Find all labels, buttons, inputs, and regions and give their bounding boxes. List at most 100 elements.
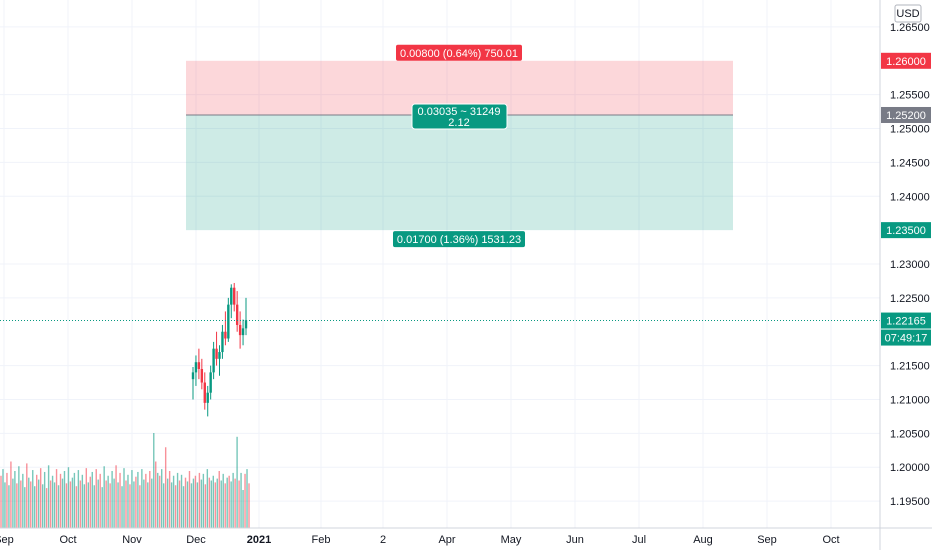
volume-bar	[188, 471, 191, 528]
volume-bar	[93, 485, 95, 528]
countdown-label: 07:49:17	[885, 333, 928, 345]
candle-body	[230, 287, 233, 305]
volume-bar	[41, 484, 44, 528]
volume-bar	[232, 472, 234, 528]
candle-body	[235, 304, 239, 325]
volume-bar	[198, 472, 201, 528]
x-tick-label: May	[501, 534, 522, 546]
volume-bar	[151, 478, 153, 528]
volume-bar	[168, 471, 171, 528]
volume-bar	[248, 483, 250, 528]
x-tick-label: Jun	[566, 534, 584, 546]
candle-body	[215, 348, 218, 359]
candle-body	[233, 287, 236, 305]
short-position-tool: 0.00800 (0.64%) 750.01 0.03035 ~ 312492.1…	[186, 44, 733, 248]
volume-bar	[170, 482, 173, 528]
x-tick-label: Sep	[0, 534, 14, 546]
volume-bar	[26, 463, 28, 528]
price-tags: 1.26000 1.25200 1.23500 1.22165 07:49:17	[881, 52, 931, 346]
volume-bar	[43, 471, 46, 528]
volume-bar	[47, 465, 50, 528]
volume-bar	[143, 479, 145, 528]
x-tick-label: Feb	[312, 534, 331, 546]
volume-bar	[244, 473, 246, 528]
volume-bar	[161, 469, 163, 528]
volume-bar	[115, 465, 117, 528]
stop-label: 0.01700 (1.36%) 1531.23	[397, 234, 521, 246]
volume-bar	[77, 470, 80, 528]
volume-bar	[75, 486, 78, 528]
volume-bar	[166, 478, 169, 528]
y-tick-label: 1.25000	[890, 124, 930, 136]
candle-body	[221, 331, 224, 353]
volume-bar	[149, 471, 151, 528]
ratio-line-1: 0.03035 ~ 31249	[418, 106, 501, 118]
volume-bar	[81, 474, 84, 528]
volume-bar	[234, 478, 236, 528]
volume-bar	[135, 476, 137, 528]
volume-bar	[49, 480, 52, 528]
volume-bar	[8, 485, 10, 528]
candle-body	[218, 352, 221, 359]
volume-bar	[216, 478, 218, 528]
volume-bar	[71, 477, 74, 528]
volume-bar	[240, 472, 242, 528]
volume-bar	[37, 479, 40, 528]
y-tick-label: 1.19500	[890, 496, 930, 508]
volume-bar	[172, 475, 175, 528]
candle-body	[227, 304, 230, 339]
volume-bar	[190, 483, 193, 528]
candle-body	[194, 362, 198, 373]
volume-bar	[180, 474, 183, 528]
price-tag-label: 1.25200	[886, 110, 926, 122]
volume-bar	[208, 477, 211, 528]
volume-bar	[0, 475, 2, 528]
volume-bar	[73, 472, 76, 528]
volume-bar	[63, 471, 66, 528]
y-tick-label: 1.26500	[890, 22, 930, 34]
volume-bar	[133, 481, 135, 528]
volume-bar	[109, 483, 111, 528]
volume-bar	[206, 469, 209, 528]
volume-bar	[69, 481, 72, 528]
grid	[0, 0, 880, 528]
volume-bar	[145, 473, 147, 528]
volume-bar	[28, 477, 30, 528]
volume-bar	[45, 488, 48, 528]
volume-bar	[85, 468, 88, 528]
volume-bars	[0, 433, 250, 528]
candle-body	[191, 372, 195, 380]
volume-bar	[117, 482, 119, 528]
volume-bar	[210, 480, 213, 528]
volume-bar	[228, 475, 230, 528]
x-tick-label: Sep	[757, 534, 777, 546]
volume-bar	[204, 484, 207, 528]
volume-bar	[200, 479, 203, 528]
volume-bar	[184, 477, 187, 528]
volume-bar	[59, 473, 62, 528]
volume-bar	[14, 471, 16, 528]
volume-bar	[107, 475, 109, 528]
volume-bar	[157, 472, 159, 528]
price-tag	[881, 52, 931, 69]
volume-bar	[113, 478, 115, 528]
candle-body	[212, 348, 215, 373]
volume-bar	[101, 487, 103, 528]
volume-bar	[220, 480, 222, 528]
volume-bar	[53, 482, 56, 528]
candle-body	[241, 328, 245, 336]
candle-body	[224, 331, 227, 339]
x-tick-label: Nov	[122, 534, 142, 546]
volume-bar	[230, 481, 232, 528]
candle-body	[244, 320, 248, 329]
volume-bar	[238, 480, 240, 528]
volume-bar	[174, 485, 177, 528]
price-tag	[881, 312, 931, 329]
x-tick-label: Jul	[632, 534, 646, 546]
volume-bar	[192, 478, 195, 528]
candle-body	[200, 368, 204, 383]
candles	[0, 282, 880, 417]
